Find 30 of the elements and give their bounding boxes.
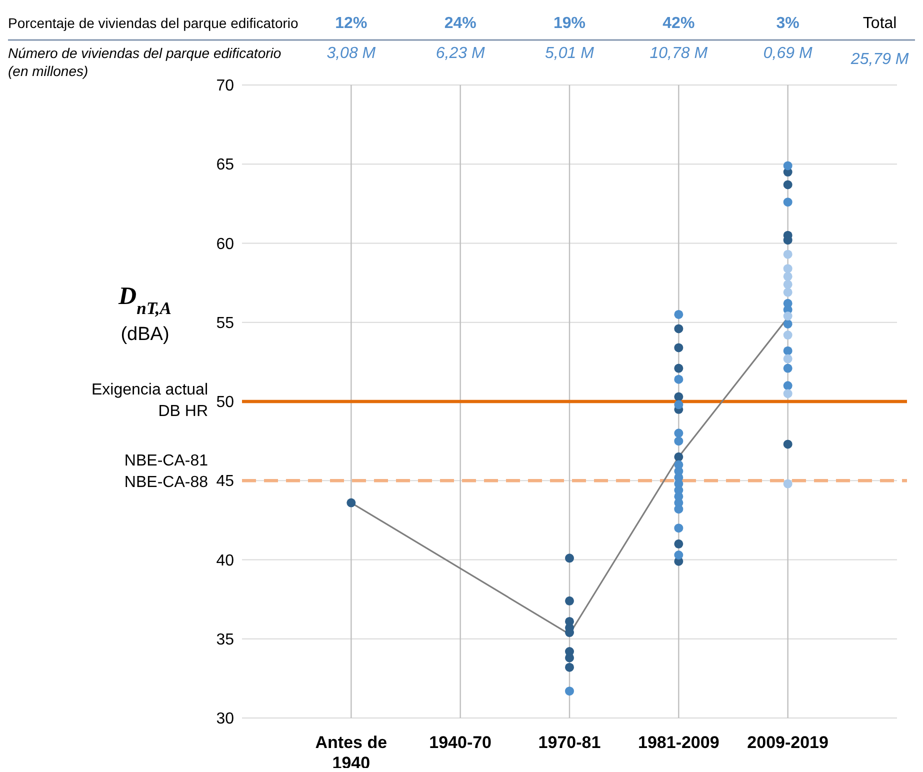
text: 24%: [444, 15, 476, 32]
text: 3%: [776, 15, 800, 32]
y-tick-label: 60: [216, 236, 234, 253]
text: Total: [862, 15, 897, 32]
y-tick-label: 55: [216, 314, 234, 332]
ref-line-label: NBE-CA-81 NBE-CA-88: [124, 452, 208, 492]
text: 19%: [553, 15, 586, 32]
text: Porcentaje de viviendas del parque edificatorio: [8, 15, 299, 31]
text: 5,01 M: [545, 45, 595, 62]
y-tick-label: 65: [216, 156, 234, 174]
y-tick-label: 45: [216, 473, 234, 490]
y-axis-title: D$_{nT,A}$ (dBA): [118, 283, 172, 345]
text: Número de viviendas del parque edificatorio (en millones): [8, 45, 282, 80]
text: 42%: [662, 15, 695, 32]
x-tick-label: 1981-2009: [638, 733, 720, 752]
y-tick-label: 30: [216, 710, 234, 728]
y-tick-label: 35: [216, 631, 234, 648]
text: 10,78 M: [650, 45, 708, 62]
text: 3,08 M: [326, 45, 376, 62]
y-tick-label: 40: [216, 552, 234, 570]
y-tick-label: 50: [216, 394, 234, 412]
y-tick-label: 70: [216, 78, 234, 95]
text: 0,69 M: [763, 45, 813, 62]
ref-line-label: Exigencia actual DB HR: [91, 382, 208, 420]
x-tick-label: 2009-2019: [747, 733, 828, 752]
text: 6,23 M: [436, 45, 486, 62]
text: 12%: [335, 15, 368, 32]
x-tick-label: 1970-81: [538, 733, 601, 752]
text: 25,79 M: [850, 51, 910, 68]
x-tick-label: 1940-70: [429, 733, 492, 752]
